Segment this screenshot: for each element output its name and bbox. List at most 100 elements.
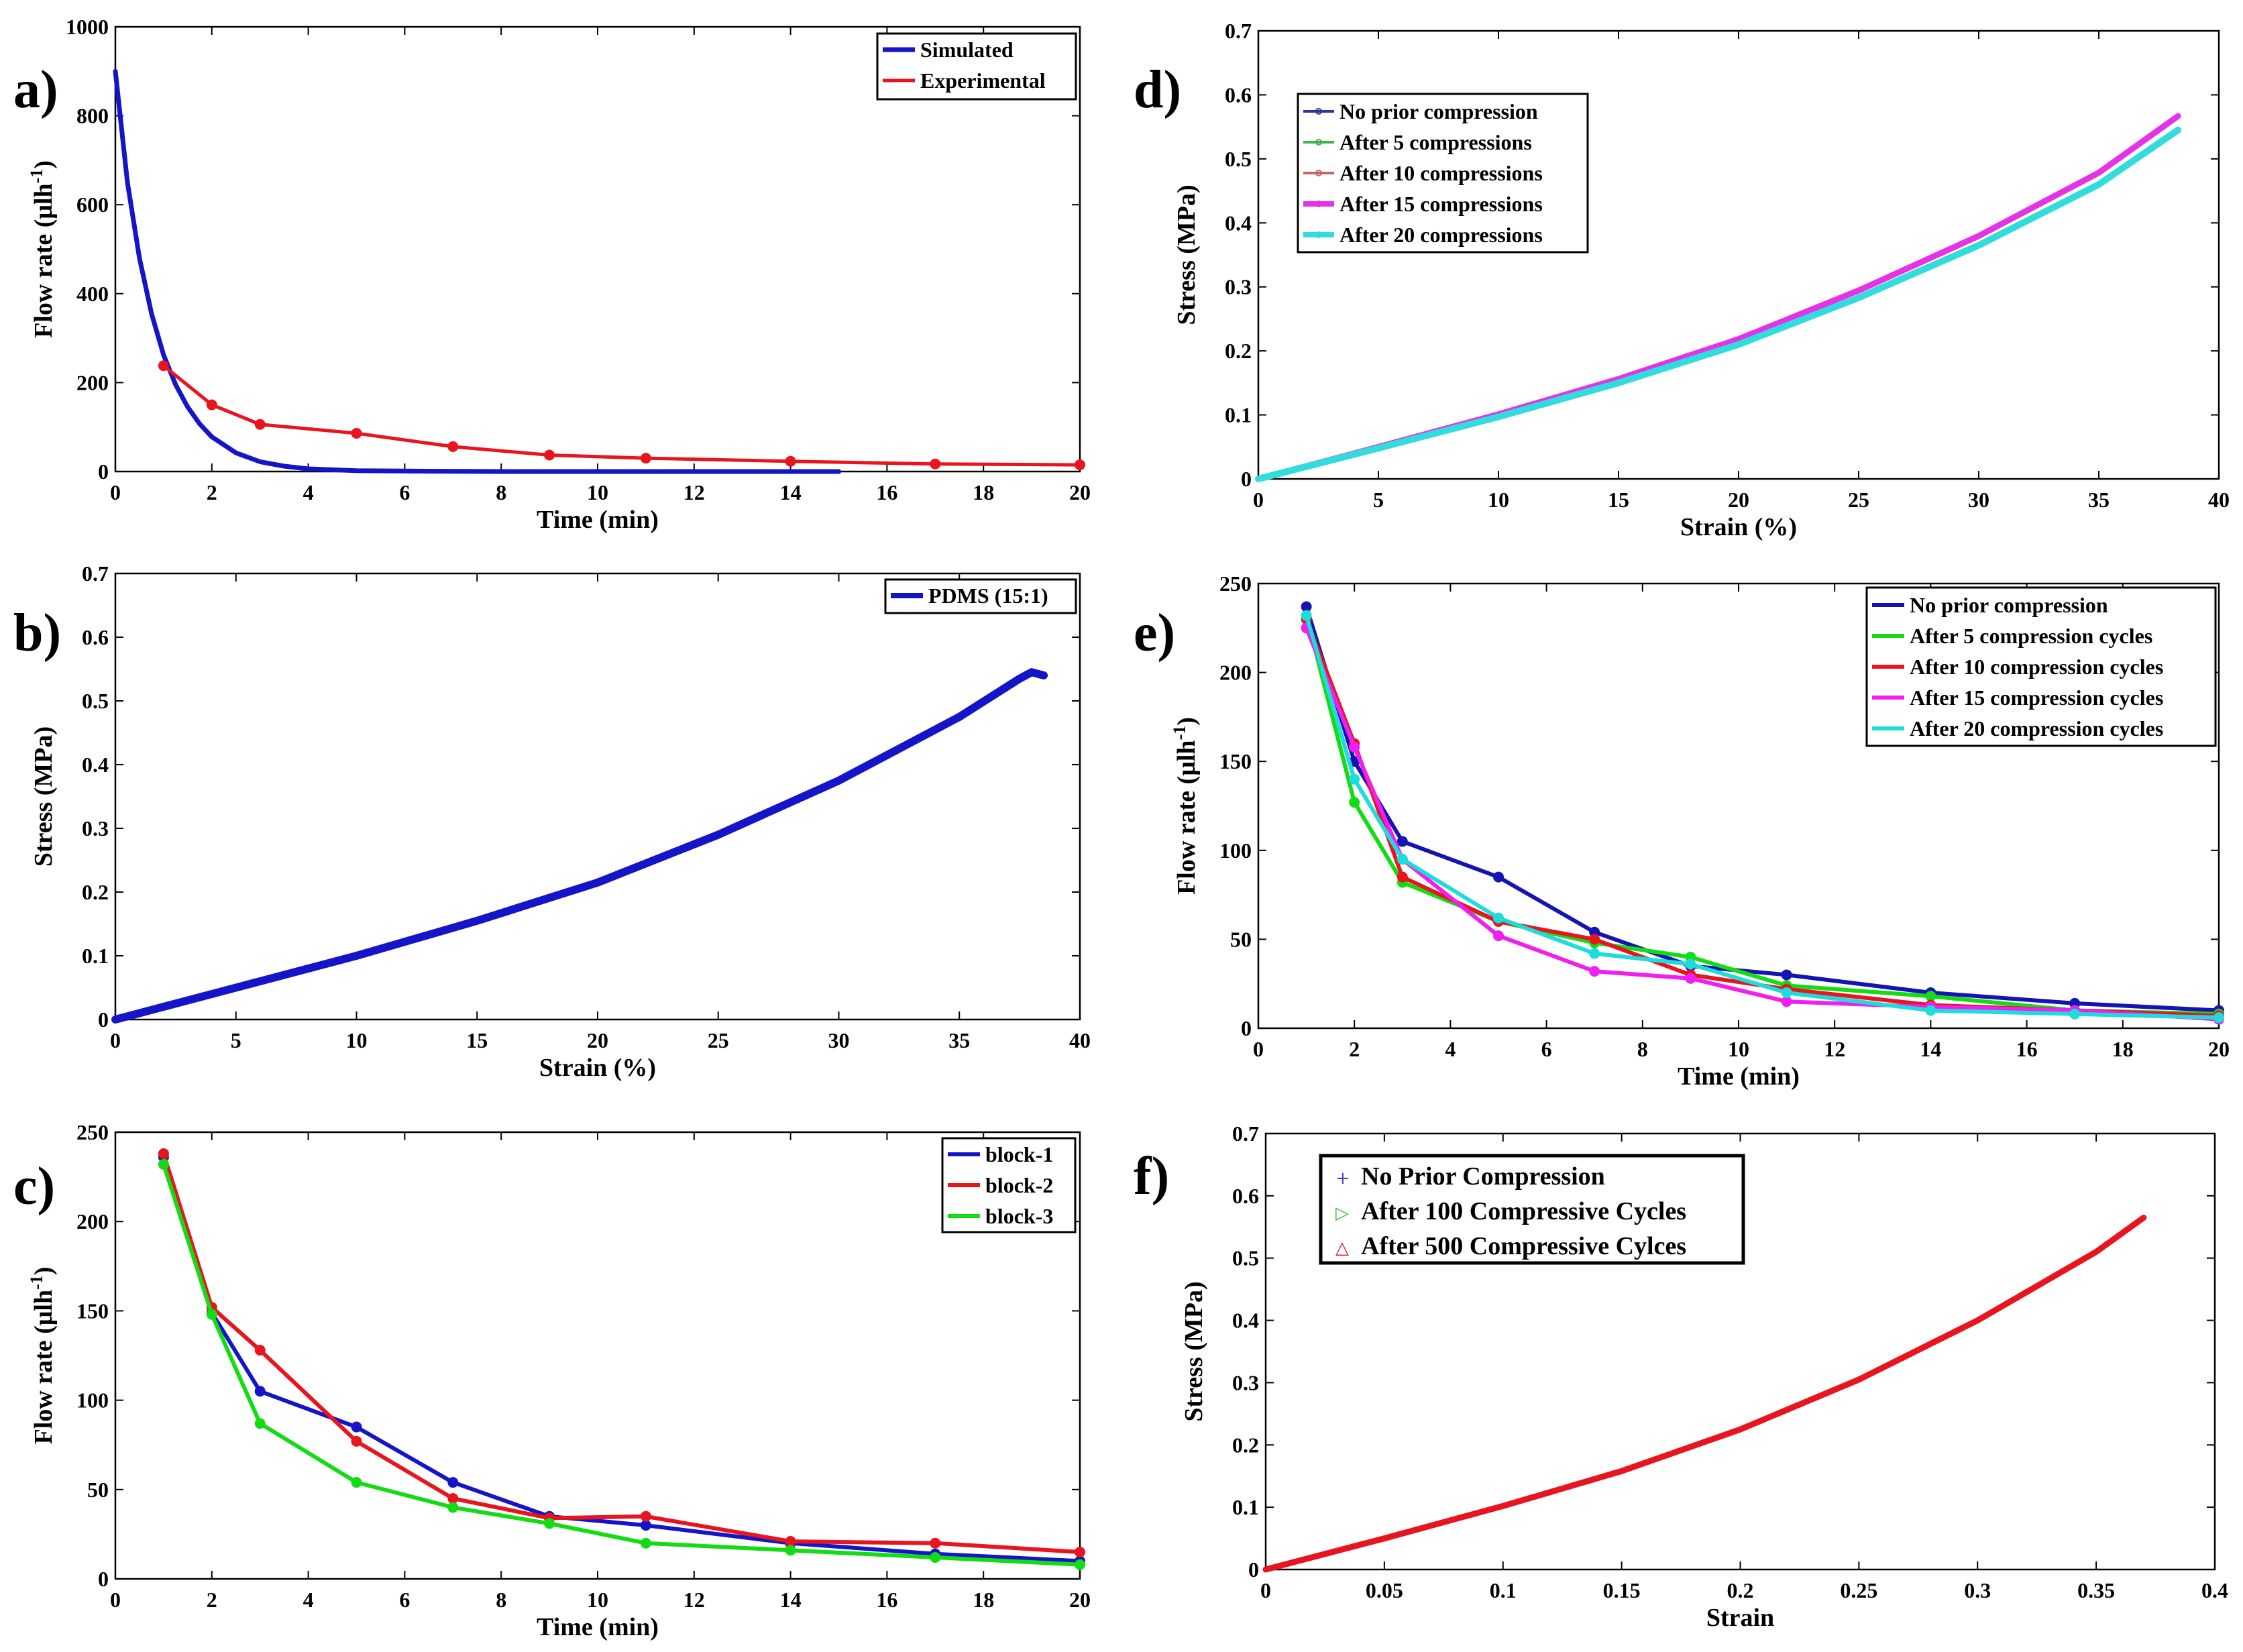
x-tick-label: 6 (1541, 1037, 1552, 1061)
x-tick-label: 20 (1069, 1588, 1091, 1612)
y-tick-label: 0 (98, 459, 109, 484)
data-point (158, 1148, 169, 1159)
data-point (254, 1345, 266, 1356)
y-tick-label: 0.2 (1225, 339, 1252, 363)
data-point (1781, 987, 1792, 998)
legend-marker (1315, 231, 1322, 238)
y-tick-label: 0.5 (1232, 1246, 1259, 1270)
data-point (640, 1537, 651, 1549)
legend-marker: △ (1335, 1238, 1349, 1258)
legend-label: block-1 (985, 1142, 1053, 1166)
x-tick-label: 10 (1728, 1037, 1749, 1061)
legend-label: After 15 compressions (1339, 192, 1543, 216)
data-point (447, 441, 459, 452)
y-tick-label: 800 (76, 104, 109, 128)
data-point (2213, 1012, 2224, 1024)
x-tick-label: 0 (1253, 1037, 1264, 1061)
x-tick-label: 20 (2208, 1037, 2230, 1061)
x-tick-label: 10 (1488, 488, 1509, 512)
x-axis-label: Time (min) (537, 506, 659, 534)
x-tick-label: 4 (303, 1588, 314, 1612)
x-tick-label: 35 (948, 1028, 970, 1052)
y-tick-label: 50 (87, 1478, 109, 1502)
legend-marker: ▷ (1335, 1203, 1349, 1223)
y-tick-label: 250 (76, 1120, 109, 1144)
y-axis-label: Stress (MPa) (1172, 184, 1201, 325)
x-tick-label: 16 (876, 1588, 897, 1612)
x-tick-label: 8 (496, 480, 506, 504)
x-tick-label: 2 (207, 1588, 217, 1612)
y-tick-label: 0.2 (1232, 1433, 1259, 1457)
y-axis-label: Stress (MPa) (1180, 1281, 1208, 1421)
legend-label: After 5 compressions (1339, 130, 1532, 154)
data-point (1589, 948, 1600, 959)
data-point (785, 1536, 796, 1547)
x-tick-label: 4 (1445, 1037, 1456, 1061)
legend-label: No Prior Compression (1361, 1162, 1605, 1191)
y-tick-label: 0.6 (1232, 1184, 1259, 1208)
y-tick-label: 200 (76, 370, 109, 394)
legend: PDMS (15:1) (884, 578, 1077, 614)
y-tick-label: 0.7 (1232, 1121, 1259, 1146)
data-point (158, 1158, 169, 1170)
legend-marker: + (1335, 1168, 1350, 1189)
x-tick-label: 15 (466, 1028, 488, 1052)
x-tick-label: 0.15 (1603, 1578, 1641, 1602)
y-tick-label: 0.5 (82, 689, 109, 713)
y-tick-label: 600 (76, 192, 109, 217)
legend-label: After 5 compression cycles (1910, 624, 2152, 648)
data-point (1301, 610, 1312, 621)
series-line-1 (113, 68, 841, 474)
series-line-4 (1304, 626, 2221, 1022)
y-tick-label: 0.6 (1225, 82, 1252, 107)
legend: No prior compression After 5 compressions… (1297, 93, 1589, 254)
x-tick-label: 40 (1069, 1028, 1091, 1052)
x-tick-label: 20 (1728, 488, 1749, 512)
x-tick-label: 40 (2208, 488, 2230, 512)
x-tick-label: 0.25 (1840, 1578, 1877, 1602)
data-point (447, 1502, 459, 1513)
y-tick-label: 0.7 (82, 561, 109, 586)
y-tick-label: 200 (76, 1209, 109, 1233)
y-tick-label: 50 (1230, 927, 1252, 951)
y-tick-label: 0.1 (82, 944, 109, 968)
data-point (1781, 996, 1792, 1007)
legend-label: No prior compression (1339, 99, 1538, 123)
legend-label: After 20 compressions (1339, 223, 1543, 247)
data-point (930, 458, 941, 470)
legend: block-1 block-2 block-3 (941, 1137, 1077, 1233)
y-axis-label: Stress (MPa) (30, 726, 58, 867)
x-tick-label: 15 (1608, 488, 1629, 512)
legend-label: After 100 Compressive Cycles (1361, 1197, 1686, 1225)
y-tick-label: 0 (98, 1007, 109, 1032)
data-point (351, 1421, 362, 1433)
series-line-3 (161, 1162, 1082, 1567)
x-tick-label: 0 (110, 1028, 121, 1052)
x-tick-label: 18 (2112, 1037, 2134, 1061)
data-point (640, 1510, 651, 1522)
x-tick-label: 12 (683, 480, 705, 504)
y-axis-label: Flow rate (μlh-1) (27, 1267, 58, 1445)
panel-b: b) 0 5 10 15 20 25 30 35 40 0 0.1 0.2 0.3 0.4 0.5 0.6 0.7… (13, 561, 1091, 1082)
legend: Simulated Experimental (876, 32, 1077, 101)
data-point (206, 1309, 217, 1320)
x-tick-label: 16 (2016, 1037, 2038, 1061)
data-point (447, 1493, 459, 1504)
legend-label: No prior compression (1910, 593, 2108, 617)
x-tick-label: 14 (1920, 1037, 1941, 1061)
y-tick-label: 0 (1241, 1016, 1252, 1040)
panel-label-f: f) (1134, 1147, 1169, 1206)
y-tick-label: 200 (1219, 661, 1252, 685)
legend-box (1319, 1154, 1745, 1265)
data-point (930, 1537, 941, 1549)
x-tick-label: 30 (1968, 488, 1989, 512)
x-tick-label: 20 (587, 1028, 608, 1052)
data-point (206, 399, 217, 410)
x-tick-label: 5 (1373, 488, 1384, 512)
series-line-1 (161, 1155, 1082, 1563)
panel-label-b: b) (13, 604, 61, 663)
data-point (1349, 773, 1360, 785)
data-point (2069, 1008, 2081, 1020)
